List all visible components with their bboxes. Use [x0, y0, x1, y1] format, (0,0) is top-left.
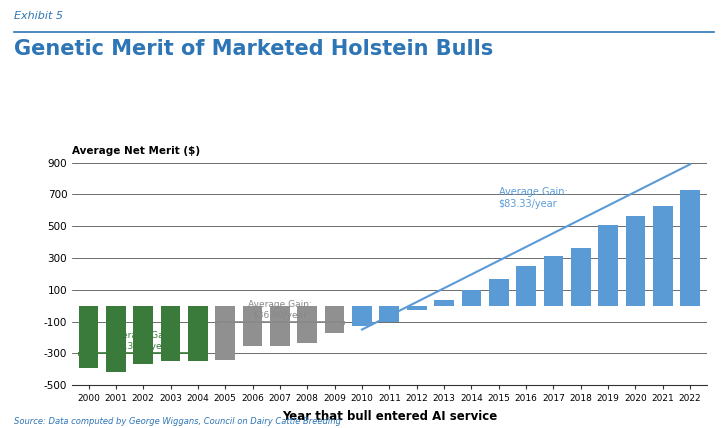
Text: Average Gain:
$13.50/year: Average Gain: $13.50/year: [111, 331, 175, 351]
Bar: [407, 306, 427, 310]
Bar: [461, 290, 481, 306]
Bar: [298, 306, 317, 343]
Bar: [681, 190, 700, 306]
Bar: [653, 206, 673, 306]
Bar: [270, 306, 290, 346]
Bar: [489, 279, 508, 306]
Bar: [188, 306, 208, 360]
Text: Genetic Merit of Marketed Holstein Bulls: Genetic Merit of Marketed Holstein Bulls: [14, 39, 494, 59]
Bar: [324, 306, 345, 333]
Bar: [216, 306, 235, 360]
Text: Source: Data computed by George Wiggans, Council on Dairy Cattle Breeding: Source: Data computed by George Wiggans,…: [14, 417, 341, 426]
Bar: [516, 266, 536, 306]
Bar: [598, 225, 618, 306]
Bar: [434, 300, 454, 306]
Bar: [352, 306, 372, 327]
Bar: [571, 248, 590, 306]
Bar: [544, 256, 563, 306]
Bar: [243, 306, 262, 346]
Bar: [379, 306, 399, 322]
Text: Average Net Merit ($): Average Net Merit ($): [72, 146, 200, 156]
Text: Average Gain:
$36.90/year: Average Gain: $36.90/year: [248, 300, 312, 320]
Bar: [106, 306, 125, 372]
Text: Average Gain:
$83.33/year: Average Gain: $83.33/year: [499, 187, 567, 209]
Bar: [161, 306, 180, 361]
Text: Exhibit 5: Exhibit 5: [14, 11, 63, 21]
Bar: [79, 306, 98, 368]
Bar: [133, 306, 153, 364]
X-axis label: Year that bull entered AI service: Year that bull entered AI service: [282, 410, 497, 423]
Bar: [626, 216, 645, 306]
